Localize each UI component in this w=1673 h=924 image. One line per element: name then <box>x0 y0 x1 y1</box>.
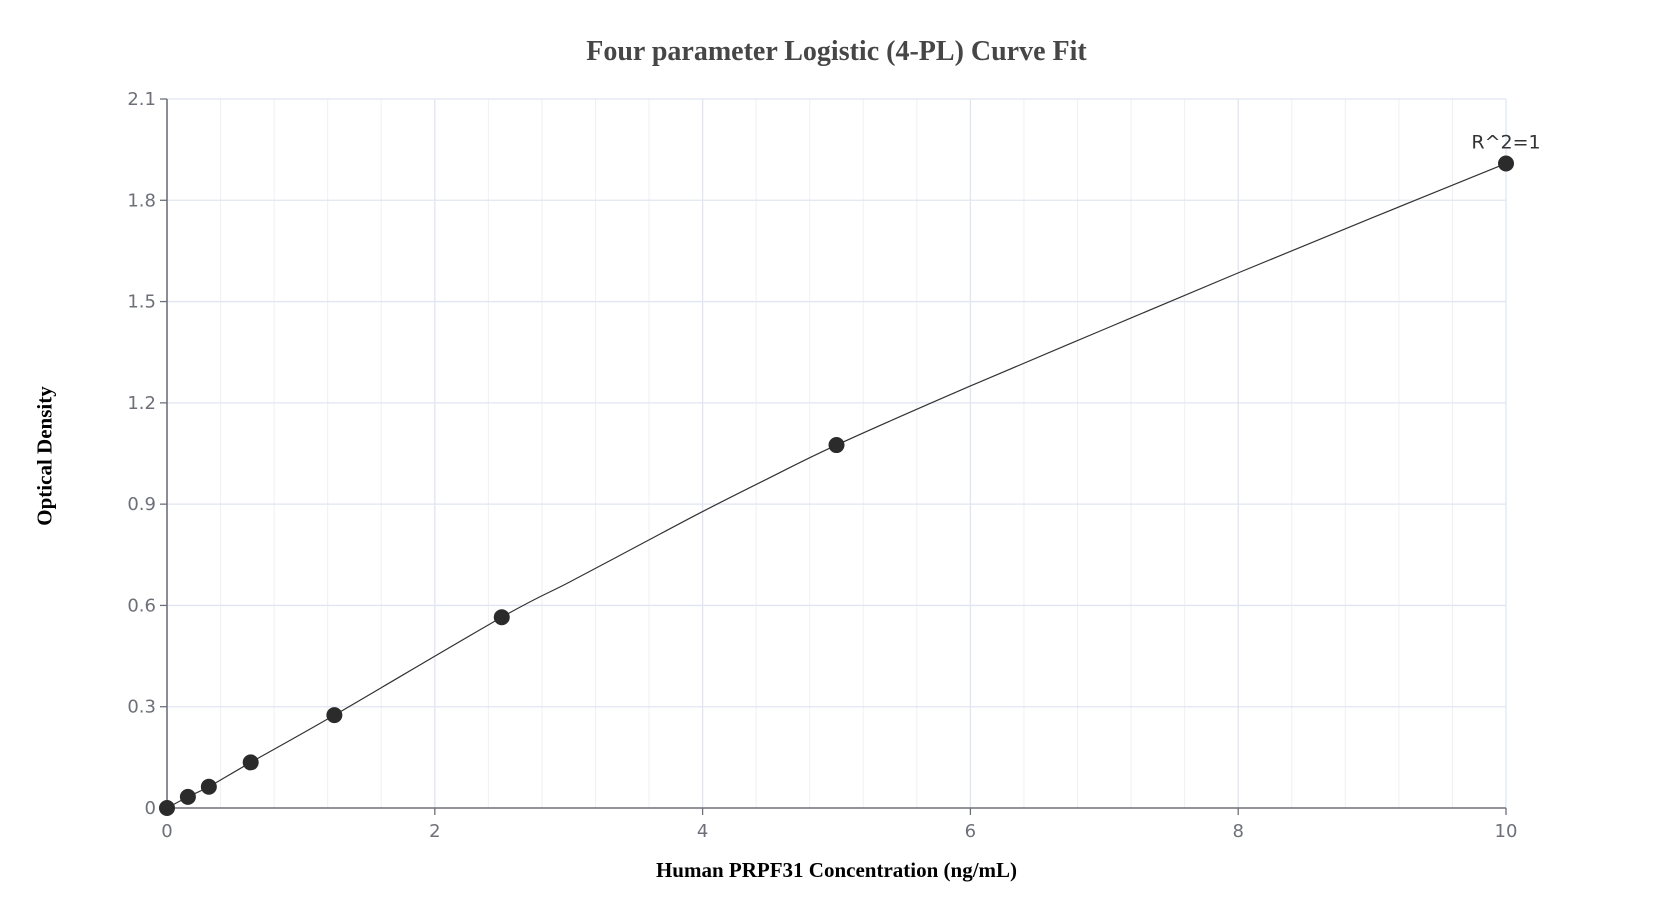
x-tick-label: 6 <box>965 821 976 842</box>
y-tick-label: 0.3 <box>127 697 156 718</box>
fit-curve <box>166 162 1507 809</box>
y-tick-label: 1.5 <box>127 292 156 313</box>
annotations: R^2=1 <box>1471 131 1540 153</box>
y-tick-label: 0 <box>145 798 156 819</box>
x-tick-label: 0 <box>161 821 172 842</box>
data-point-marker <box>1498 155 1514 172</box>
data-point-marker <box>159 800 175 816</box>
y-tick-label: 2.1 <box>127 89 156 110</box>
data-point-marker <box>200 778 217 795</box>
chart-title: Four parameter Logistic (4-PL) Curve Fit <box>586 36 1087 67</box>
data-point-marker <box>179 788 196 805</box>
x-tick-label: 4 <box>697 821 708 842</box>
tick-labels: 0 2 4 6 8 10 0 0.3 0.6 0.9 1.2 1.5 1.8 2.1 <box>127 89 1517 842</box>
x-tick-label: 8 <box>1232 821 1243 842</box>
x-tick-label: 10 <box>1495 821 1518 842</box>
x-tick-label: 2 <box>429 821 440 842</box>
x-axis-label: Human PRPF31 Concentration (ng/mL) <box>655 858 1018 882</box>
axes <box>160 98 1507 815</box>
fit-curve-line <box>166 162 1507 809</box>
y-tick-label: 1.8 <box>127 190 156 211</box>
data-point-marker <box>242 754 259 771</box>
data-point-marker <box>828 437 845 454</box>
data-point-marker <box>493 609 510 626</box>
grid-lines <box>167 98 1507 808</box>
y-tick-label: 0.9 <box>127 494 156 515</box>
y-tick-label: 0.6 <box>127 595 156 616</box>
data-points <box>159 155 1514 816</box>
data-point-marker <box>326 707 343 724</box>
y-tick-label: 1.2 <box>127 393 156 414</box>
r-squared-annotation: R^2=1 <box>1471 131 1540 153</box>
